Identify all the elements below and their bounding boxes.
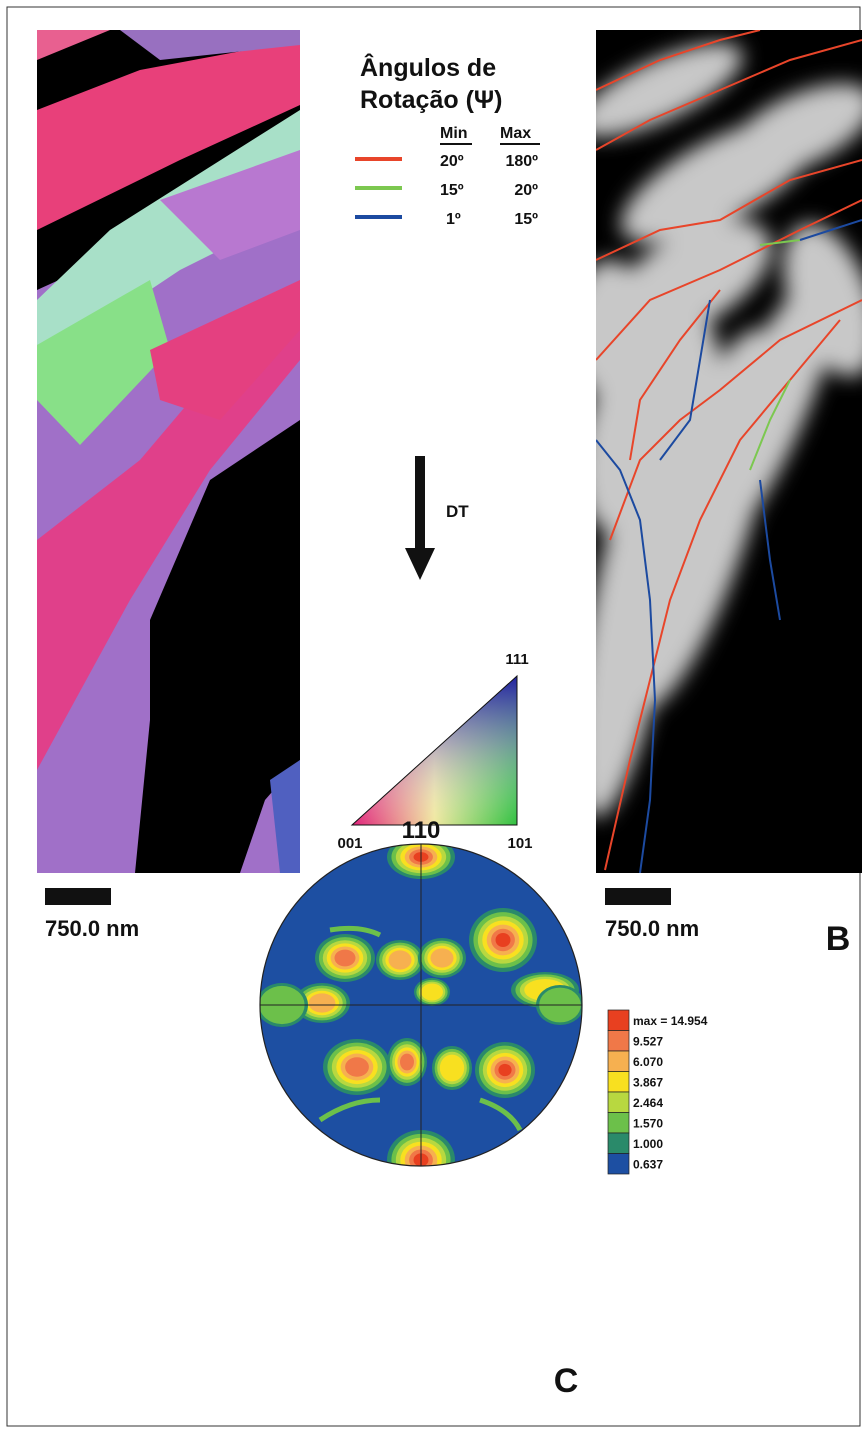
contour [309,993,336,1012]
contour [421,983,443,1000]
orientation-map [37,30,300,873]
figure: Ângulos de Rotação (Ψ) Min Max 20º 180º … [0,0,867,1433]
contour [430,948,453,967]
grain-shape [570,260,650,400]
legend-min: 20º [440,153,464,170]
scale-box [608,1072,629,1093]
contour [345,1057,369,1077]
legend-title: Ângulos de [360,52,496,82]
legend-max: 20º [514,182,538,199]
ipf-label: 001 [337,835,362,852]
scale-box [608,1010,629,1031]
panel-label: C [554,1362,579,1400]
scale-label: 2.464 [633,1096,663,1110]
scale-bar [45,888,111,905]
scale-label: 6.070 [633,1055,663,1069]
contour [388,950,411,969]
scale-label: 3.867 [633,1076,663,1090]
contour [400,1054,414,1071]
direction-label: DT [446,502,469,521]
scale-box [608,1051,629,1072]
panel-label: B [826,920,851,958]
legend-min: 1º [446,211,461,228]
legend-min: 15º [440,182,464,199]
contour [496,933,511,947]
arrow-shaft [415,456,425,551]
ipf-label: 111 [505,651,528,668]
scale-label: max = 14.954 [633,1014,708,1028]
legend-title: Rotação (Ψ) [360,86,502,114]
ipf-label: 101 [507,835,532,852]
scale-label: 750.0 nm [45,916,139,941]
contour [335,950,356,967]
scale-box [608,1092,629,1113]
scale-label: 0.637 [633,1158,663,1172]
scale-box [608,1154,629,1175]
contour [498,1064,511,1076]
scale-bar [605,888,671,905]
legend-max: 180º [505,153,538,170]
arrow-head [405,548,435,580]
contour-scale: max = 14.954 9.527 6.070 3.867 2.464 1.570 1.0… [608,1010,708,1174]
scale-label: 750.0 nm [605,916,699,941]
legend-max: 15º [514,211,538,228]
scale-box [608,1031,629,1052]
scale-box [608,1133,629,1154]
legend-header: Max [500,125,531,142]
scale-label: 1.000 [633,1137,663,1151]
legend-header: Min [440,125,468,142]
scale-label: 1.570 [633,1117,663,1131]
boundary-map [553,25,867,873]
pole-figure-title: 110 [402,817,441,844]
ipf-triangle-overlay [352,676,517,825]
contour [440,1055,464,1082]
scale-box [608,1113,629,1134]
scale-label: 9.527 [633,1035,663,1049]
